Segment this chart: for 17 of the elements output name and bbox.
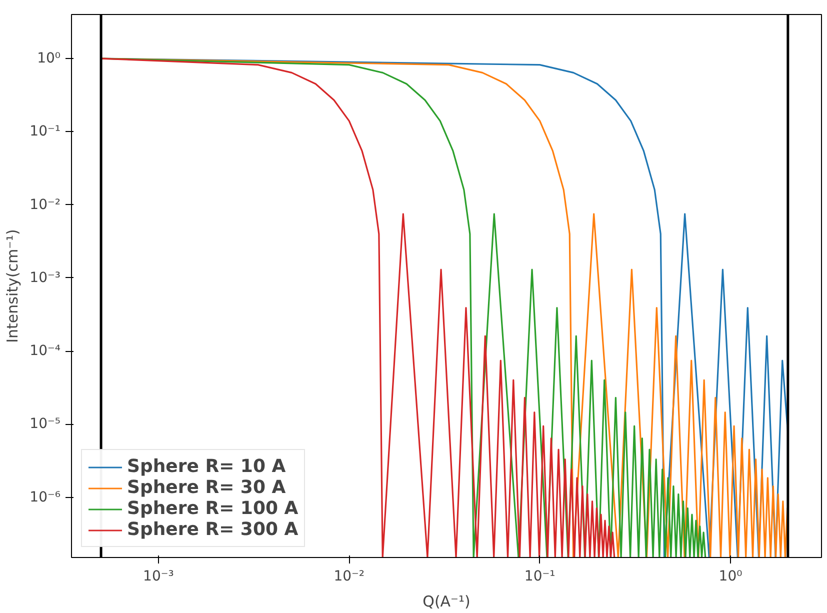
x-axis-title: Q(A⁻¹) [422,592,470,610]
y-tick-label: 10⁻⁵ [30,416,61,432]
legend-label: Sphere R= 300 A [127,519,298,540]
x-tick-label: 10⁻² [334,568,365,584]
legend-label: Sphere R= 10 A [127,456,286,477]
x-tick-label: 10⁻¹ [524,568,556,584]
y-tick-label: 10⁻³ [30,270,61,286]
y-tick-label: 10⁻⁴ [30,343,61,360]
legend-label: Sphere R= 30 A [127,477,286,498]
y-tick-label: 10⁻² [30,196,61,213]
x-tick-label: 10⁻³ [143,568,174,584]
legend-label: Sphere R= 100 A [127,498,298,519]
y-axis-title: Intensity(cm⁻¹) [4,229,22,343]
x-tick-label: 10⁰ [718,568,743,584]
y-tick-label: 10⁻⁶ [30,489,61,506]
y-tick-label: 10⁻¹ [30,124,61,140]
y-tick-label: 10⁰ [37,50,61,67]
